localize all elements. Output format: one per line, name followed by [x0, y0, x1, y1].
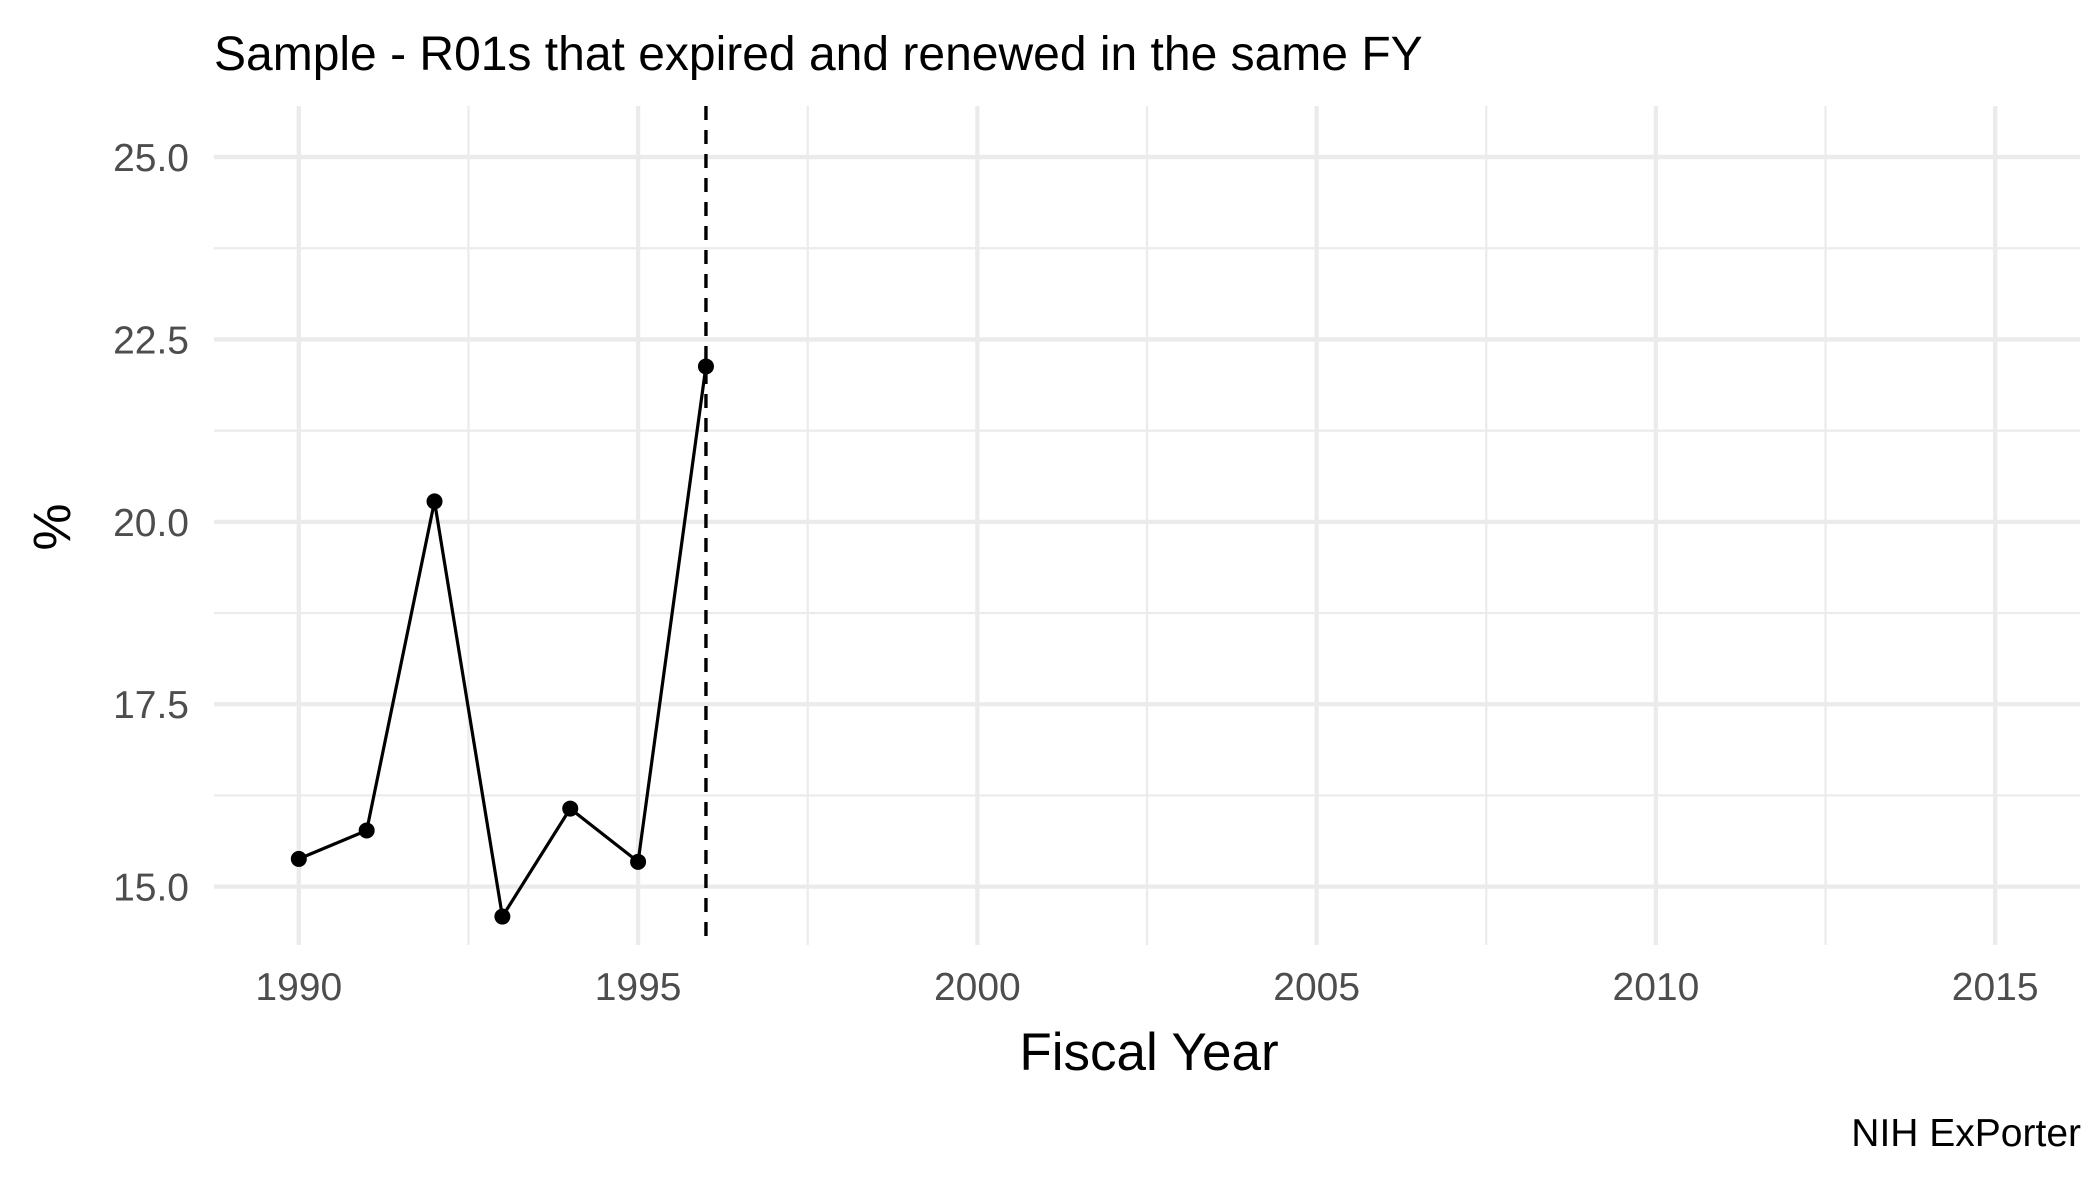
- y-axis-title: %: [23, 503, 82, 550]
- x-tick-label: 1995: [595, 966, 682, 1009]
- y-tick-label: 20.0: [113, 502, 189, 545]
- x-tick-label: 2005: [1273, 966, 1360, 1009]
- x-tick-label: 2000: [934, 966, 1021, 1009]
- y-tick-label: 25.0: [113, 137, 189, 180]
- minor-gridlines: [214, 106, 2080, 945]
- data-point: [426, 493, 443, 510]
- data-point: [562, 800, 579, 817]
- source-caption: NIH ExPorter: [1851, 1112, 2081, 1155]
- y-tick-label: 17.5: [113, 684, 189, 727]
- data-point: [697, 358, 714, 375]
- x-tick-label: 2010: [1613, 966, 1700, 1009]
- data-point: [358, 822, 375, 839]
- y-axis-tick-labels: 15.0 17.5 20.0 22.5 25.0: [113, 137, 189, 910]
- data-point: [494, 908, 511, 925]
- x-tick-label: 2015: [1952, 966, 2039, 1009]
- chart-title: Sample - R01s that expired and renewed i…: [214, 28, 1423, 81]
- data-series: [290, 358, 714, 925]
- y-tick-label: 22.5: [113, 319, 189, 362]
- y-tick-label: 15.0: [113, 867, 189, 910]
- x-axis-tick-labels: 1990 1995 2000 2005 2010 2015: [255, 966, 2038, 1009]
- x-tick-label: 1990: [255, 966, 342, 1009]
- data-point: [290, 850, 307, 867]
- data-point: [630, 853, 647, 870]
- major-gridlines: [214, 106, 2080, 945]
- x-axis-title: Fiscal Year: [1019, 1023, 1278, 1082]
